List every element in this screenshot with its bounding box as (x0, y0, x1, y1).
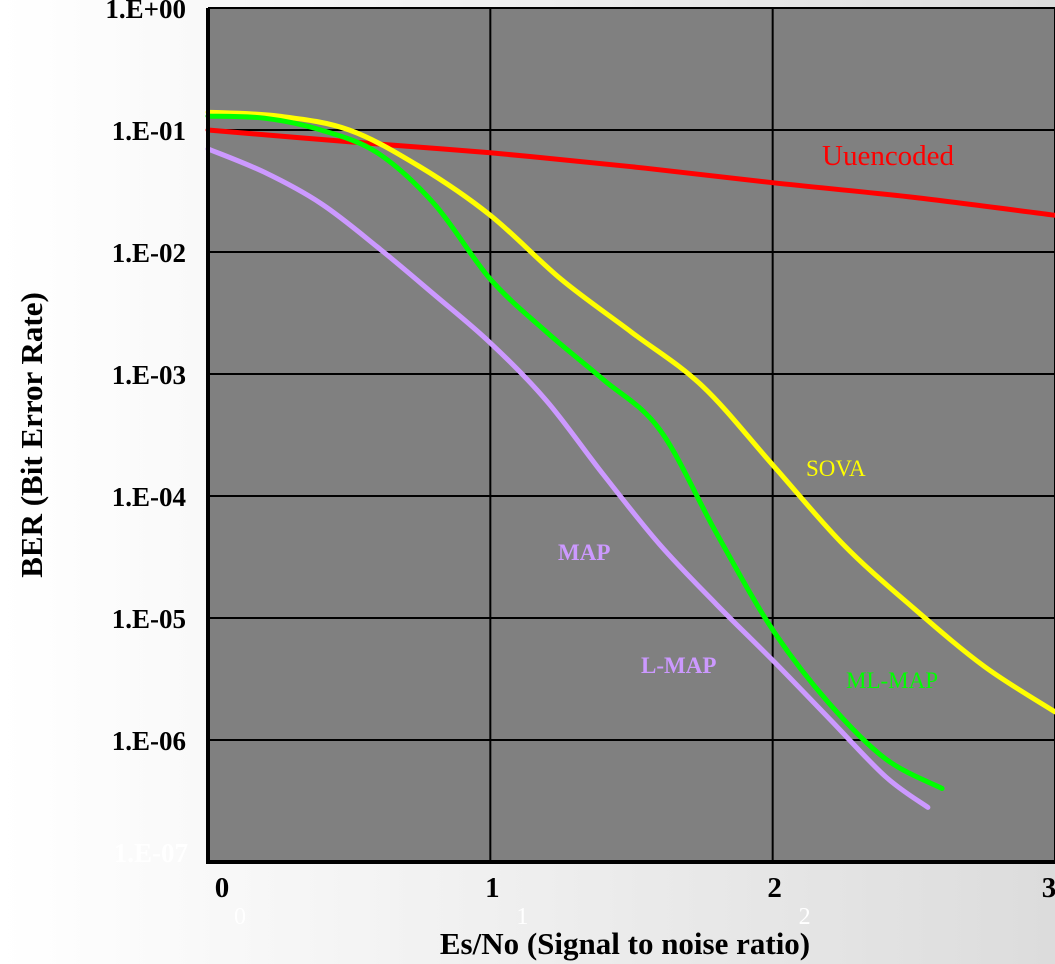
x-tick-labels: 0 1 2 3 0 1 2 (215, 872, 1055, 930)
series-label-uuencoded: Uuencoded (822, 140, 955, 172)
y-tick-label: 1.E-05 (112, 604, 186, 634)
series-line-sova (205, 109, 1055, 715)
x-ghost-tick-label: 2 (799, 904, 811, 930)
x-tick-label: 0 (215, 872, 230, 904)
y-tick-label: 1.E-07 (114, 838, 188, 868)
y-tick-label: 1.E-04 (112, 482, 186, 512)
series-label-sova: SOVA (806, 456, 866, 481)
series-line-uuencoded (205, 127, 1055, 218)
series-label-l-map: L-MAP (641, 653, 716, 678)
y-axis-label: BER (Bit Error Rate) (14, 292, 49, 578)
x-ghost-tick-label: 1 (516, 904, 528, 930)
series-label-map: MAP (558, 540, 610, 565)
x-ghost-tick-label: 0 (234, 904, 246, 930)
series-label-ml-map: ML-MAP (846, 668, 938, 693)
y-tick-label: 1.E-02 (112, 238, 186, 268)
plot-area (208, 8, 1055, 862)
x-tick-label: 2 (767, 872, 782, 904)
series-line-ml-map (205, 113, 945, 791)
curves (205, 109, 1055, 810)
x-tick-label: 3 (1042, 872, 1055, 904)
y-tick-label: 1.E-01 (112, 116, 186, 146)
x-tick-label: 1 (485, 872, 500, 904)
y-tick-label: 1.E-03 (112, 360, 186, 390)
y-tick-labels: 1.E+00 1.E-01 1.E-02 1.E-03 1.E-04 1.E-05 1.E-… (105, 0, 188, 868)
series-line-map (205, 146, 931, 810)
series-labels: Uuencoded SOVA ML-MAP MAP L-MAP (558, 140, 955, 693)
y-tick-label: 1.E+00 (105, 0, 186, 24)
x-axis-label: Es/No (Signal to noise ratio) (440, 926, 810, 961)
y-tick-label: 1.E-06 (112, 726, 186, 756)
